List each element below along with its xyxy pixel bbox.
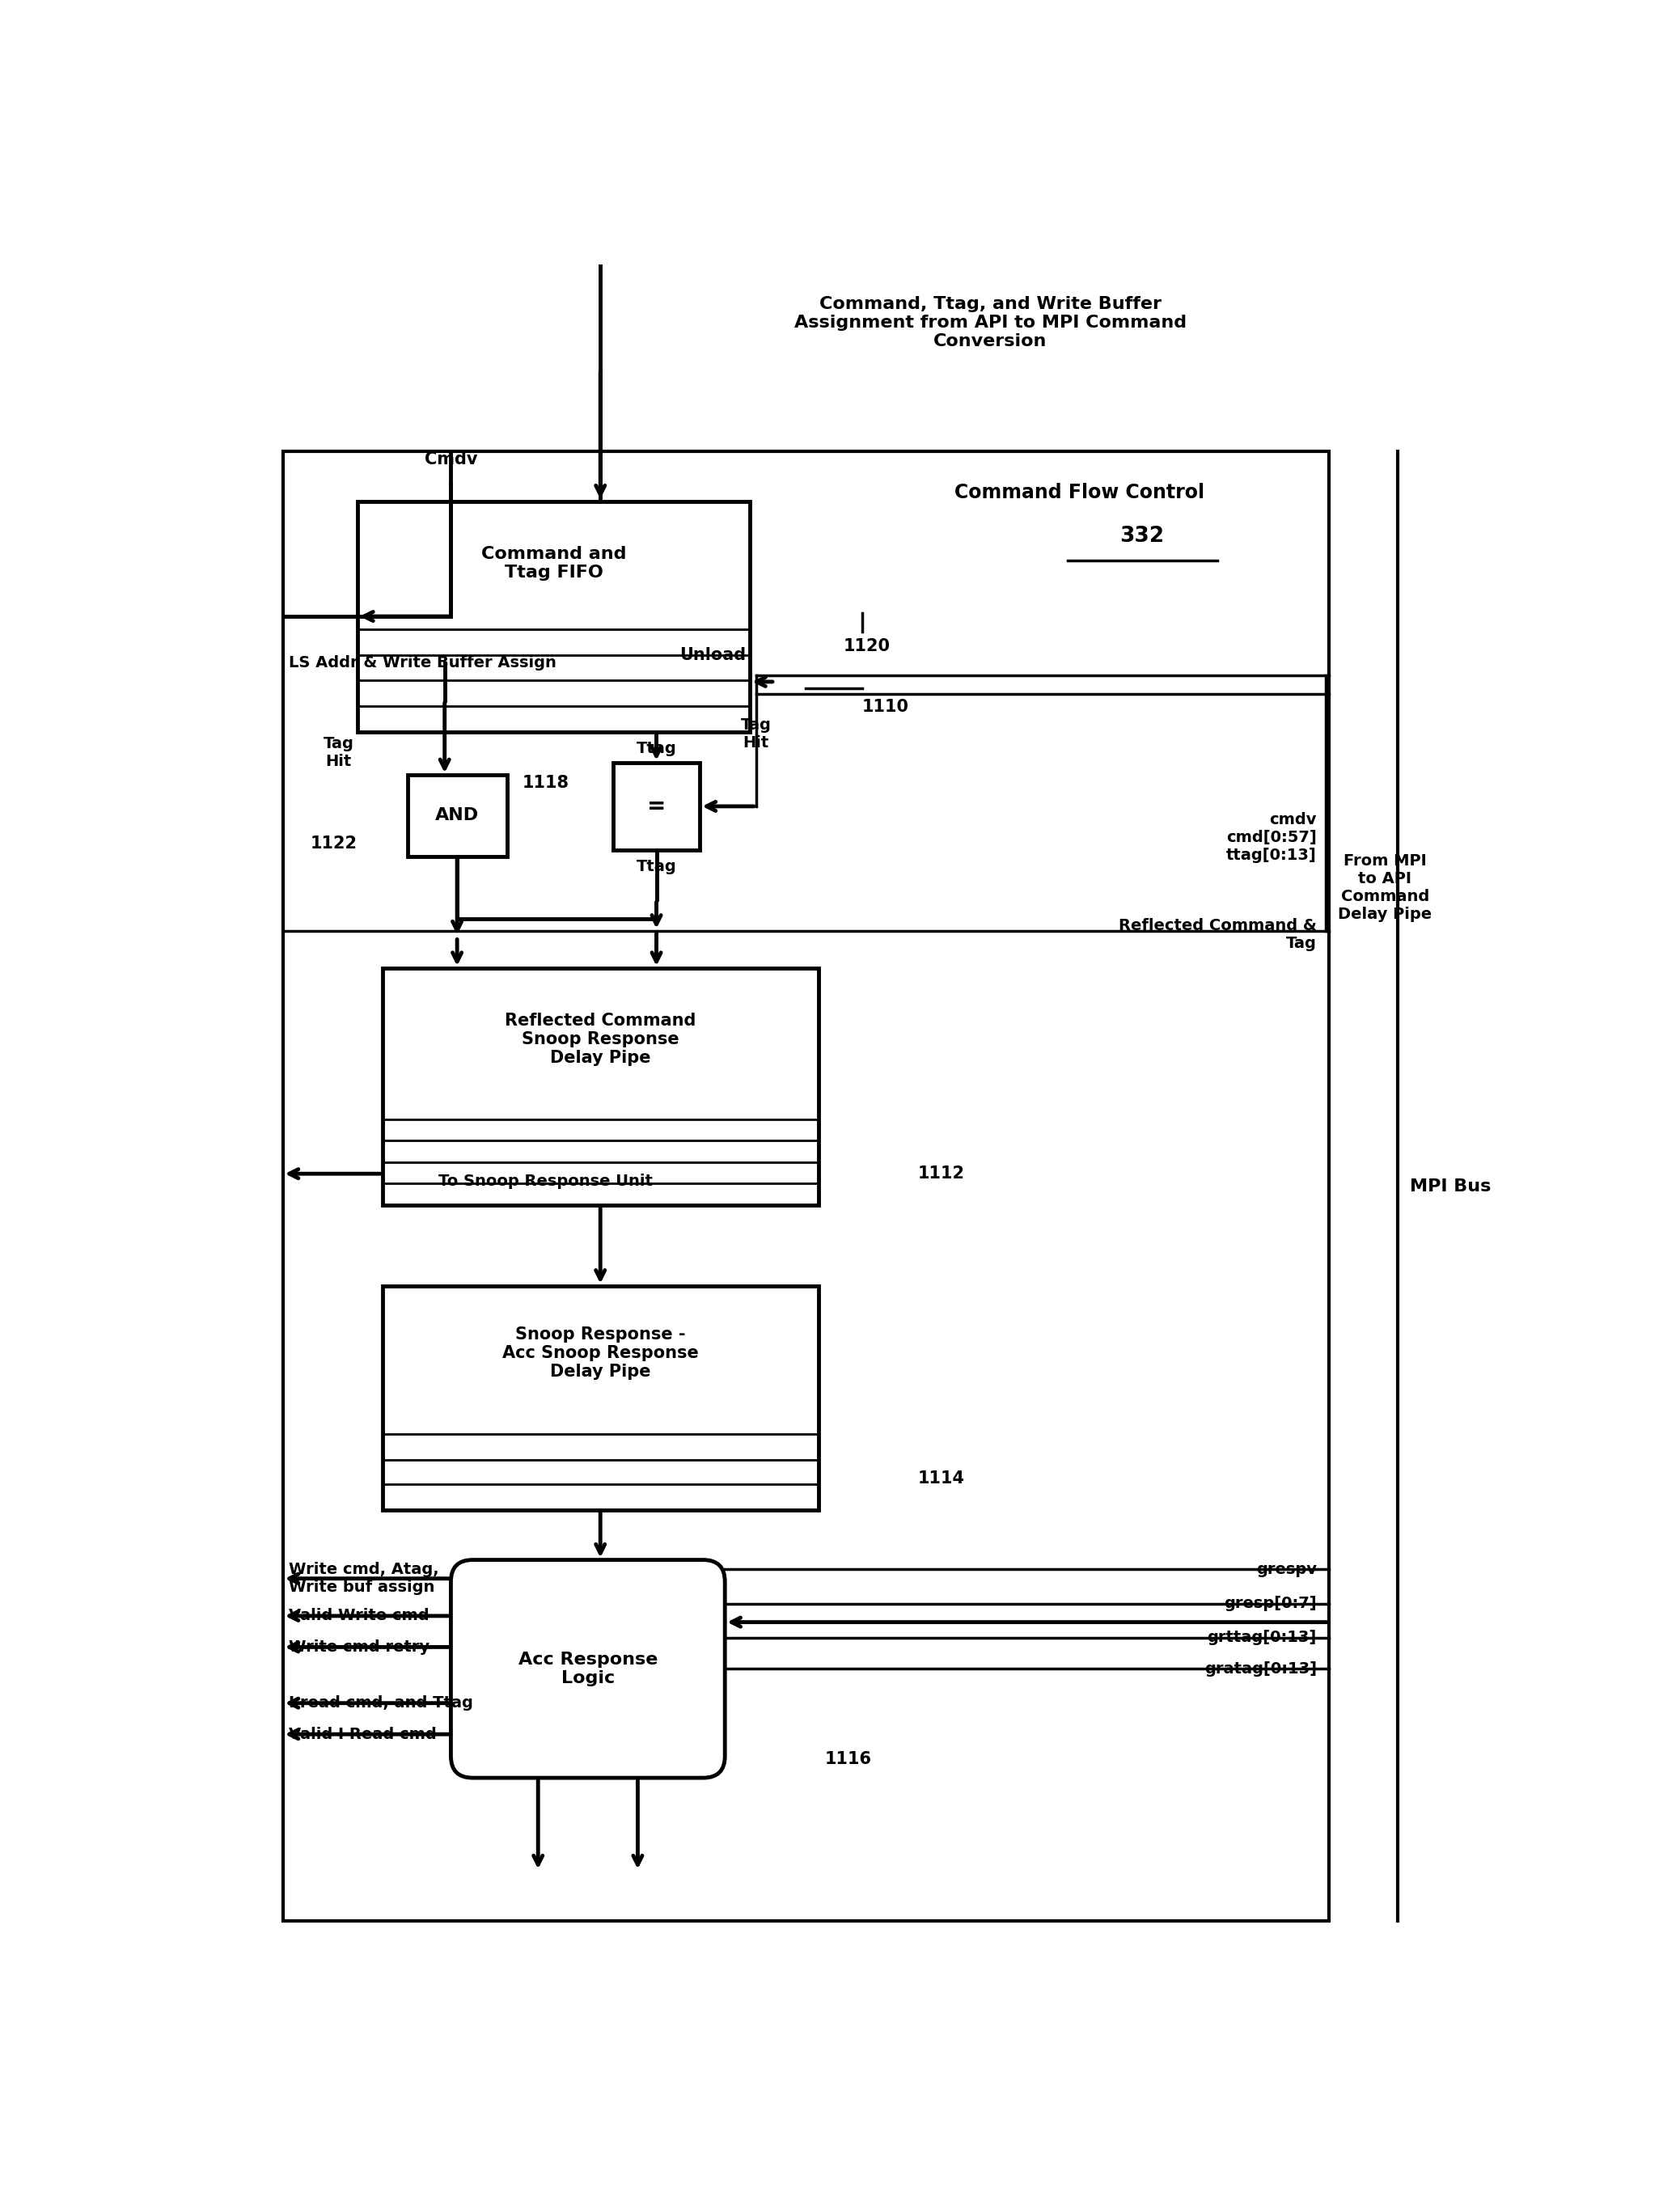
Text: 1110: 1110 [862, 699, 909, 714]
Text: 1118: 1118 [522, 776, 570, 791]
Text: Tag
Hit: Tag Hit [741, 716, 771, 749]
Text: Command and
Ttag FIFO: Command and Ttag FIFO [480, 547, 627, 582]
Text: Snoop Response -
Acc Snoop Response
Delay Pipe: Snoop Response - Acc Snoop Response Dela… [502, 1327, 699, 1380]
Text: Valid I Read cmd: Valid I Read cmd [289, 1726, 437, 1741]
Bar [383, 968, 818, 1206]
Text: 1120: 1120 [843, 639, 890, 655]
Text: 332: 332 [1121, 527, 1164, 547]
Text: Write cmd retry: Write cmd retry [289, 1640, 430, 1655]
Text: =: = [647, 796, 665, 818]
Text: Write cmd, Atag,
Write buf assign: Write cmd, Atag, Write buf assign [289, 1563, 438, 1596]
Text: Cmdv: Cmdv [425, 452, 477, 467]
Text: gratag[0:13]: gratag[0:13] [1205, 1662, 1317, 1677]
Text: 1122: 1122 [311, 835, 358, 851]
Text: AND: AND [435, 807, 479, 824]
FancyBboxPatch shape [450, 1560, 724, 1779]
Text: Acc Response
Logic: Acc Response Logic [517, 1651, 657, 1686]
Text: 1114: 1114 [917, 1470, 964, 1488]
Text: Tag
Hit: Tag Hit [324, 736, 354, 769]
Text: Reflected Command
Snoop Response
Delay Pipe: Reflected Command Snoop Response Delay P… [504, 1012, 696, 1067]
Bar [282, 452, 1329, 1922]
Text: Command, Ttag, and Write Buffer
Assignment from API to MPI Command
Conversion: Command, Ttag, and Write Buffer Assignme… [795, 295, 1186, 348]
Text: gresp[0:7]: gresp[0:7] [1223, 1596, 1317, 1611]
Text: Ttag: Ttag [637, 741, 677, 756]
Text: Valid Write cmd: Valid Write cmd [289, 1609, 430, 1624]
Bar [613, 763, 701, 851]
Text: I read cmd, and Ttag: I read cmd, and Ttag [289, 1695, 474, 1710]
Text: 1112: 1112 [917, 1166, 964, 1181]
Text: cmdv
cmd[0:57]
ttag[0:13]: cmdv cmd[0:57] ttag[0:13] [1226, 811, 1317, 864]
Text: 1116: 1116 [825, 1750, 872, 1768]
Text: Ttag: Ttag [637, 860, 677, 875]
Text: MPI Bus: MPI Bus [1410, 1179, 1492, 1195]
Bar [383, 1285, 818, 1510]
Text: grttag[0:13]: grttag[0:13] [1208, 1631, 1317, 1646]
Text: Unload: Unload [679, 648, 746, 663]
Text: From MPI
to API
Command
Delay Pipe: From MPI to API Command Delay Pipe [1339, 853, 1431, 921]
Bar [358, 500, 749, 732]
Bar [407, 776, 507, 855]
Text: grespv: grespv [1257, 1560, 1317, 1576]
Text: To Snoop Response Unit: To Snoop Response Unit [438, 1175, 652, 1190]
Text: Reflected Command &
Tag: Reflected Command & Tag [1119, 919, 1317, 952]
Text: LS Addr & Write Buffer Assign: LS Addr & Write Buffer Assign [289, 655, 556, 670]
Text: Command Flow Control: Command Flow Control [954, 483, 1205, 503]
